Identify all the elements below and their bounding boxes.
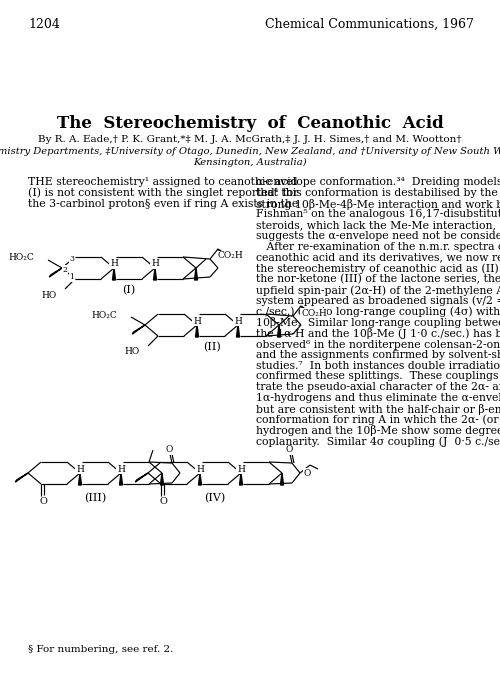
Polygon shape <box>132 325 145 334</box>
Text: § For numbering, see ref. 2.: § For numbering, see ref. 2. <box>28 645 174 654</box>
Text: suggests the α-envelope need not be considered.: suggests the α-envelope need not be cons… <box>256 231 500 241</box>
Text: HO₂C: HO₂C <box>8 253 34 262</box>
Text: (I) is not consistent with the singlet reported¹ for: (I) is not consistent with the singlet r… <box>28 188 298 198</box>
Text: Kensington, Australia): Kensington, Australia) <box>193 158 307 167</box>
Text: strong 10β-Me-4β-Me interaction and work by: strong 10β-Me-4β-Me interaction and work… <box>256 198 500 209</box>
Text: THE stereochemistry¹ assigned to ceanothic acid: THE stereochemistry¹ assigned to ceanoth… <box>28 177 297 187</box>
Text: 2: 2 <box>62 266 68 274</box>
Text: H: H <box>151 260 159 269</box>
Text: (Chemistry Departments, ‡University of Otago, Dunedin, New Zealand, and †Univers: (Chemistry Departments, ‡University of O… <box>0 147 500 156</box>
Text: conformation for ring A in which the 2α- (or 1α-): conformation for ring A in which the 2α-… <box>256 415 500 425</box>
Polygon shape <box>16 473 28 482</box>
Text: O: O <box>159 498 167 507</box>
Text: H: H <box>117 464 125 473</box>
Text: coplanarity.  Similar 4σ coupling (J  0·5 c./sec.): coplanarity. Similar 4σ coupling (J 0·5 … <box>256 436 500 447</box>
Text: the 3-carbinol proton§ even if ring A exists in the: the 3-carbinol proton§ even if ring A ex… <box>28 198 298 209</box>
Text: Chemical Communications, 1967: Chemical Communications, 1967 <box>265 18 474 31</box>
Polygon shape <box>196 325 198 337</box>
Polygon shape <box>198 473 202 485</box>
Text: upfield spin-pair (2α-H) of the 2-methylene AB: upfield spin-pair (2α-H) of the 2-methyl… <box>256 285 500 296</box>
Text: H: H <box>196 464 204 473</box>
Text: O: O <box>39 498 47 507</box>
Text: O: O <box>304 468 312 477</box>
Text: HO: HO <box>125 347 140 356</box>
Text: observed⁶ in the norditerpene colensan-2-one (IV): observed⁶ in the norditerpene colensan-2… <box>256 339 500 349</box>
Text: H: H <box>237 464 245 473</box>
Text: O: O <box>286 445 292 454</box>
Text: confirmed these splittings.  These couplings illus-: confirmed these splittings. These coupli… <box>256 372 500 381</box>
Text: 1: 1 <box>70 273 74 281</box>
Text: 1α-hydrogens and thus eliminate the α-envelope: 1α-hydrogens and thus eliminate the α-en… <box>256 393 500 403</box>
Polygon shape <box>120 473 122 485</box>
Text: 3: 3 <box>70 255 74 263</box>
Text: the nor-ketone (III) of the lactone series, the: the nor-ketone (III) of the lactone seri… <box>256 274 500 285</box>
Polygon shape <box>160 473 164 485</box>
Text: The  Stereochemistry  of  Ceanothic  Acid: The Stereochemistry of Ceanothic Acid <box>56 115 444 132</box>
Text: (III): (III) <box>84 493 106 503</box>
Text: H: H <box>76 464 84 473</box>
Text: the stereochemistry of ceanothic acid as (II).  In: the stereochemistry of ceanothic acid as… <box>256 263 500 274</box>
Text: After re-examination of the n.m.r. spectra of: After re-examination of the n.m.r. spect… <box>256 242 500 252</box>
Text: studies.⁷  In both instances double irradiation: studies.⁷ In both instances double irrad… <box>256 361 500 370</box>
Text: and the assignments confirmed by solvent-shift: and the assignments confirmed by solvent… <box>256 350 500 360</box>
Text: ceanothic acid and its derivatives, we now report: ceanothic acid and its derivatives, we n… <box>256 253 500 262</box>
Polygon shape <box>78 473 82 485</box>
Text: hydrogen and the 10β-Me show some degree of: hydrogen and the 10β-Me show some degree… <box>256 425 500 436</box>
Text: H: H <box>234 317 242 326</box>
Polygon shape <box>280 473 283 485</box>
Text: H: H <box>110 260 118 269</box>
Text: HO: HO <box>42 290 57 299</box>
Text: that this conformation is destabilised by the: that this conformation is destabilised b… <box>256 188 498 198</box>
Polygon shape <box>50 268 62 277</box>
Polygon shape <box>154 268 156 280</box>
Text: 1204: 1204 <box>28 18 60 31</box>
Polygon shape <box>136 473 148 482</box>
Text: HO₂C: HO₂C <box>91 310 117 319</box>
Text: CO₂H: CO₂H <box>218 251 244 260</box>
Text: 10β-Me.  Similar long-range coupling between: 10β-Me. Similar long-range coupling betw… <box>256 317 500 329</box>
Text: the 1α-H and the 10β-Me (J 1·0 c./sec.) has been: the 1α-H and the 10β-Me (J 1·0 c./sec.) … <box>256 329 500 339</box>
Text: H: H <box>193 317 201 326</box>
Polygon shape <box>236 325 240 337</box>
Polygon shape <box>278 325 280 337</box>
Text: (II): (II) <box>203 342 221 352</box>
Text: system appeared as broadened signals (v/2 = 2·4: system appeared as broadened signals (v/… <box>256 296 500 306</box>
Text: (I): (I) <box>122 285 136 295</box>
Polygon shape <box>112 268 116 280</box>
Polygon shape <box>194 268 198 280</box>
Text: (IV): (IV) <box>204 493 226 503</box>
Text: α-envelope conformation.³⁴  Dreiding models show: α-envelope conformation.³⁴ Dreiding mode… <box>256 177 500 187</box>
Text: O: O <box>166 445 172 454</box>
Polygon shape <box>240 473 242 485</box>
Text: CO₂H: CO₂H <box>301 308 327 317</box>
Text: By R. A. Eade,† P. K. Grant,*‡ M. J. A. McGrath,‡ J. J. H. Simes,† and M. Wootto: By R. A. Eade,† P. K. Grant,*‡ M. J. A. … <box>38 135 462 144</box>
Text: steroids, which lack the Me-Me interaction,: steroids, which lack the Me-Me interacti… <box>256 220 496 230</box>
Text: c./sec.) due to long-range coupling (4σ) with the: c./sec.) due to long-range coupling (4σ)… <box>256 307 500 317</box>
Text: trate the pseudo-axial character of the 2α- and: trate the pseudo-axial character of the … <box>256 382 500 393</box>
Text: Fishman⁵ on the analogous 16,17-disubstituted: Fishman⁵ on the analogous 16,17-disubsti… <box>256 209 500 219</box>
Text: but are consistent with the half-chair or β-envelope: but are consistent with the half-chair o… <box>256 404 500 415</box>
